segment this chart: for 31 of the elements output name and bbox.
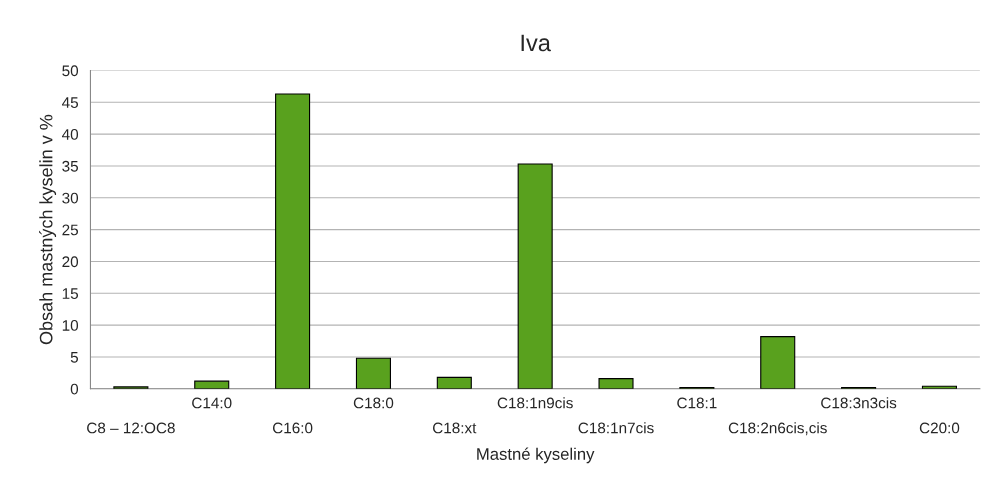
bar bbox=[436, 376, 472, 389]
x-tick-label: C14:0 bbox=[192, 397, 232, 409]
y-tick-label: 25 bbox=[62, 224, 79, 236]
y-tick-label: 50 bbox=[62, 65, 79, 77]
y-tick-label: 15 bbox=[62, 288, 79, 299]
x-tick-label: C18:3n3cis bbox=[821, 397, 897, 409]
x-tick-label: C20:0 bbox=[919, 422, 960, 434]
y-tick-label: 10 bbox=[62, 320, 79, 331]
x-tick-label: C16:0 bbox=[272, 422, 313, 434]
bar bbox=[275, 93, 311, 389]
y-tick-label: 45 bbox=[62, 97, 79, 108]
bar bbox=[598, 378, 634, 389]
y-tick-label: 0 bbox=[70, 383, 79, 395]
x-tick-label: C18:2n6cis,cis bbox=[728, 422, 827, 436]
x-tick-label: C18:1n9cis bbox=[497, 397, 573, 409]
x-axis-title: Mastné kyseliny bbox=[477, 447, 595, 464]
y-tick-label: 30 bbox=[62, 192, 79, 204]
bar bbox=[355, 357, 391, 389]
y-axis-title: Obsah mastných kyselin v % bbox=[39, 114, 57, 345]
y-tick-label: 40 bbox=[62, 129, 79, 140]
bar bbox=[760, 336, 796, 389]
x-tick-label: C18:1 bbox=[677, 397, 717, 409]
y-tick-label: 20 bbox=[62, 256, 79, 268]
y-tick-label: 35 bbox=[62, 160, 79, 172]
x-tick-label: C18:0 bbox=[353, 397, 394, 409]
x-tick-label: C18:1n7cis bbox=[578, 422, 654, 434]
x-tick-label: C8 – 12:OC8 bbox=[87, 422, 175, 434]
y-tick-label: 5 bbox=[70, 351, 78, 363]
x-tick-label: C18:xt bbox=[433, 422, 477, 434]
chart-title: Iva bbox=[521, 34, 551, 52]
bar bbox=[517, 163, 553, 389]
